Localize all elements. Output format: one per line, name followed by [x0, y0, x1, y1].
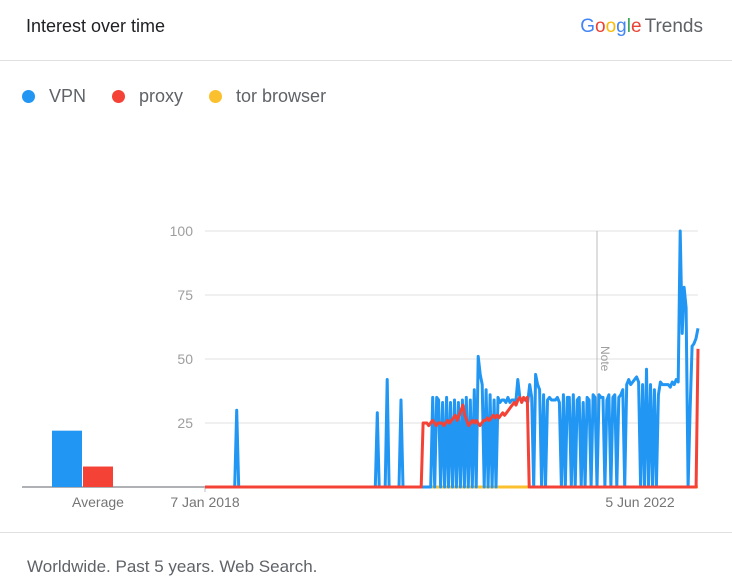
- legend-dot-icon: [22, 90, 35, 103]
- legend-dot-icon: [112, 90, 126, 103]
- average-bar-proxy: [83, 466, 113, 487]
- legend-item-tor-browser[interactable]: tor browser: [209, 86, 326, 107]
- series-line-proxy: [205, 348, 700, 489]
- y-tick-label: 25: [177, 415, 193, 431]
- y-tick-label: 100: [170, 223, 194, 239]
- google-wordmark: Google: [580, 16, 642, 37]
- note-label: Note: [598, 346, 612, 372]
- average-bar-vpn: [52, 430, 82, 487]
- chart-legend: VPN proxy tor browser: [22, 86, 352, 107]
- trends-wordmark: Trends: [644, 16, 703, 37]
- x-tick-label: 7 Jan 2018: [170, 494, 239, 510]
- legend-label: proxy: [139, 86, 184, 106]
- x-tick-label: 5 Jun 2022: [605, 494, 674, 510]
- chart-footer: Worldwide. Past 5 years. Web Search.: [0, 532, 732, 576]
- interest-chart[interactable]: 25 50 75 100 Note Average 7 Jan 2018 5 Jun 2022: [0, 0, 732, 532]
- legend-dot-icon: [209, 90, 223, 103]
- legend-item-proxy[interactable]: proxy: [112, 86, 183, 107]
- chart-header: Interest over time Google Trends: [0, 0, 732, 61]
- y-tick-label: 50: [177, 351, 193, 367]
- average-label: Average: [72, 494, 124, 510]
- footer-caption: Worldwide. Past 5 years. Web Search.: [27, 557, 318, 576]
- chart-title: Interest over time: [26, 16, 166, 36]
- google-trends-logo: Google Trends: [580, 16, 703, 38]
- y-tick-label: 75: [177, 287, 193, 303]
- legend-label: tor browser: [236, 86, 327, 106]
- legend-item-vpn[interactable]: VPN: [22, 86, 86, 107]
- legend-label: VPN: [49, 86, 87, 106]
